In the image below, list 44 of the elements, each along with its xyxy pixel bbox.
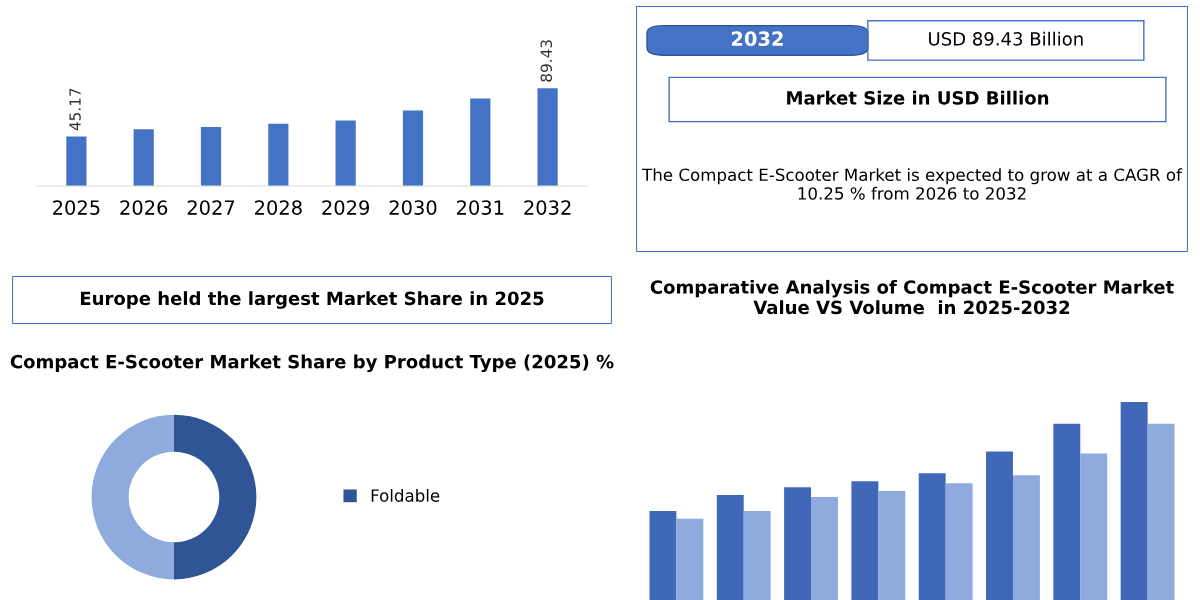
bar (986, 451, 1013, 600)
x-tick-label: 2032 (524, 200, 571, 215)
donut-slice (174, 414, 257, 580)
bar (676, 518, 704, 600)
bar (268, 123, 289, 186)
bar (1080, 453, 1108, 600)
legend-label: Foldable (371, 488, 440, 502)
x-tick-label: 2027 (187, 200, 235, 215)
text: USD 89.43 Billion (929, 31, 1083, 46)
bar (851, 481, 879, 600)
bar (470, 98, 491, 186)
bar (716, 495, 744, 600)
x-tick-label: 2029 (322, 200, 370, 215)
bar (918, 473, 946, 600)
donut-slice (91, 414, 174, 580)
x-tick-label: 2031 (456, 200, 504, 215)
bar (200, 126, 222, 186)
bar (1120, 402, 1148, 600)
bar (1053, 423, 1081, 600)
bar (1012, 475, 1040, 600)
data-label: 45.17 (69, 88, 81, 131)
bar (649, 510, 677, 600)
bar (133, 129, 154, 186)
bar (878, 491, 906, 600)
bar (66, 136, 87, 186)
chart-title: Comparative Analysis of Compact E-Scooter Market Value VS Volume in 2025-2032 (650, 279, 1174, 315)
text: Europe held the largest Market Share in 2025 (80, 291, 544, 309)
x-tick-label: 2026 (120, 200, 168, 215)
bar (945, 483, 973, 600)
text: The Compact E-Scooter Market is expected to grow at a CAGR of 10.25 % from 2026 to 2032 (642, 168, 1183, 200)
bar (537, 88, 558, 186)
bar (743, 510, 771, 600)
x-tick-label: 2030 (389, 200, 437, 215)
data-label: 89.43 (540, 40, 553, 82)
text: Market Size in USD Billion (787, 90, 1049, 105)
bar (1147, 423, 1175, 600)
bar (784, 487, 812, 600)
bar (335, 120, 356, 186)
x-tick-label: 2025 (53, 200, 100, 215)
bar (811, 497, 838, 600)
text: 2032 (731, 31, 783, 47)
x-tick-label: 2028 (255, 200, 302, 215)
bar (402, 110, 424, 186)
chart-title: Compact E-Scooter Market Share by Product Type (2025) % (10, 354, 614, 373)
